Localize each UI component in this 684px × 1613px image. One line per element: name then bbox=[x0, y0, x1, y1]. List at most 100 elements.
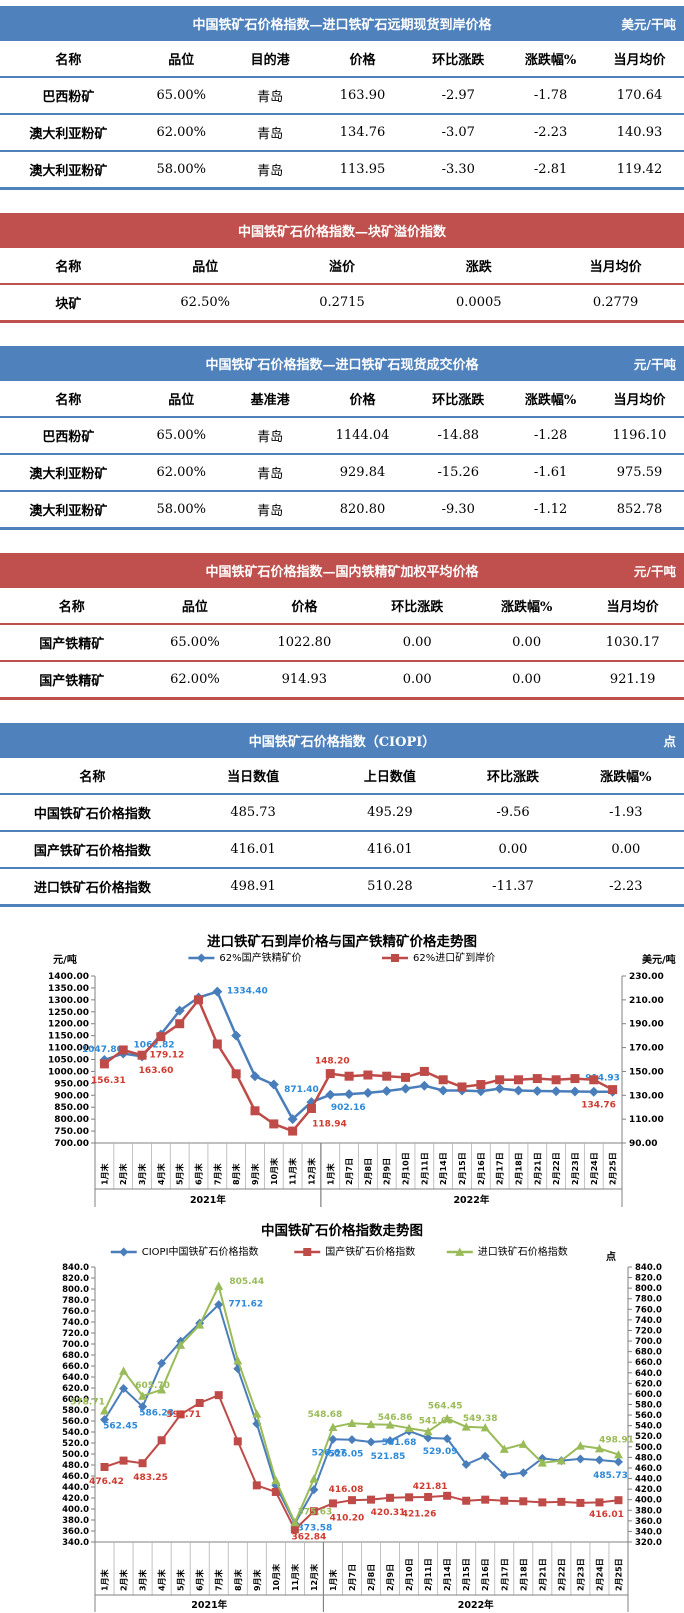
table-title: 中国铁矿石价格指数—进口铁矿石现货成交价格 bbox=[205, 358, 479, 373]
legend-item: CIOPI中国铁矿石价格指数 bbox=[110, 1245, 259, 1258]
data-point bbox=[391, 954, 399, 962]
data-point bbox=[423, 1426, 433, 1436]
data-point bbox=[328, 1434, 338, 1444]
cell-value: 1196.10 bbox=[612, 428, 667, 443]
data-point bbox=[405, 1493, 414, 1502]
y-tick-right: 820.0 bbox=[635, 1274, 662, 1284]
legend-label: 进口铁矿石价格指数 bbox=[478, 1245, 568, 1258]
data-point bbox=[99, 1059, 109, 1069]
column-header: 目的港 bbox=[250, 53, 290, 68]
y-tick-left: 520.0 bbox=[62, 1439, 89, 1449]
y-tick-left: 780.0 bbox=[62, 1296, 89, 1306]
data-label: 546.86 bbox=[378, 1413, 413, 1423]
table-row: 澳大利亚粉矿 58.00% 青岛 820.80 -9.30 -1.12 852.78 bbox=[0, 491, 684, 529]
y-tick-left: 800.0 bbox=[62, 1285, 89, 1295]
cell-value: -3.07 bbox=[441, 125, 475, 140]
x-tick-label: 9月末 bbox=[250, 1163, 260, 1185]
header-row: 名称 品位 价格 环比涨跌 涨跌幅% 当月均价 bbox=[0, 588, 684, 624]
data-point bbox=[100, 1462, 109, 1471]
data-label: 526.05 bbox=[329, 1450, 364, 1460]
y-tick-left: 460.0 bbox=[62, 1472, 89, 1482]
x-tick-label: 2月8日 bbox=[367, 1564, 376, 1591]
x-axis-categories: 1月末 2月末 3月末 4月末 5月末 6月末 7月末 8月末 9月末 10月末 11月末 12月末 1… bbox=[94, 1143, 623, 1207]
cell-value: 0.2779 bbox=[592, 295, 639, 310]
y-tick-right: 520.0 bbox=[635, 1432, 662, 1442]
column-header: 涨跌 bbox=[465, 260, 492, 275]
cell-value: 0.00 bbox=[512, 672, 542, 687]
y-tick-left: 440.0 bbox=[62, 1483, 89, 1493]
cell-value: 820.80 bbox=[339, 502, 386, 517]
column-header: 品位 bbox=[168, 53, 195, 68]
series-line bbox=[103, 998, 614, 1133]
x-tick-label: 2月16日 bbox=[481, 1558, 490, 1591]
y-tick-left: 360.0 bbox=[62, 1527, 89, 1537]
cell-value: -2.23 bbox=[533, 125, 568, 140]
x-tick-label: 2月25日 bbox=[609, 1152, 618, 1185]
cell-value: -14.88 bbox=[437, 428, 480, 443]
data-point bbox=[309, 1474, 319, 1483]
series-markers bbox=[100, 1281, 623, 1527]
column-header: 品位 bbox=[168, 393, 195, 408]
x-tick-label: 3月末 bbox=[137, 1163, 147, 1185]
y-tick-left: 640.0 bbox=[62, 1373, 89, 1383]
table-row: 澳大利亚粉矿 62.00% 青岛 929.84 -15.26 -1.61 975.59 bbox=[0, 454, 684, 491]
data-label: 541.05 bbox=[419, 1416, 454, 1426]
header-row: 名称 品位 目的港 价格 环比涨跌 涨跌幅% 当月均价 bbox=[0, 41, 684, 77]
data-point bbox=[252, 1481, 261, 1490]
data-point bbox=[344, 1071, 354, 1081]
x-tick-label: 2月末 bbox=[119, 1569, 129, 1591]
table-row: 进口铁矿石价格指数 498.91 510.28 -11.37 -2.23 bbox=[0, 868, 684, 906]
data-label: 541.68 bbox=[382, 1438, 417, 1448]
y-tick-right: 190.00 bbox=[629, 1020, 664, 1030]
column-header: 名称 bbox=[55, 260, 82, 275]
data-label: 1062.82 bbox=[134, 1040, 175, 1050]
table-row: 中国铁矿石价格指数 485.73 495.29 -9.56 -1.93 bbox=[0, 794, 684, 831]
y-tick-right: 740.0 bbox=[635, 1316, 662, 1326]
data-point bbox=[214, 1391, 223, 1400]
y-tick-right: 340.0 bbox=[635, 1527, 662, 1537]
data-label: 483.25 bbox=[133, 1473, 168, 1483]
data-point bbox=[214, 1281, 224, 1290]
data-label: 805.44 bbox=[229, 1277, 264, 1287]
data-point bbox=[419, 1066, 429, 1076]
data-point bbox=[461, 1422, 471, 1431]
data-point bbox=[513, 1085, 524, 1096]
row-name: 澳大利亚粉矿 bbox=[29, 467, 108, 482]
cell-value: 921.19 bbox=[609, 672, 656, 687]
data-point bbox=[551, 1075, 561, 1085]
data-point bbox=[303, 1248, 312, 1256]
table-row: 澳大利亚粉矿 58.00% 青岛 113.95 -3.30 -2.81 119.42 bbox=[0, 151, 684, 189]
data-label: 476.42 bbox=[89, 1477, 124, 1487]
data-table: 名称 品位 目的港 价格 环比涨跌 涨跌幅% 当月均价 巴西粉矿 65.00% 青岛 163.90 -… bbox=[0, 41, 684, 190]
x-tick-label: 2月21日 bbox=[538, 1558, 547, 1591]
series-point-labels: 578.71 605.70 805.44 375.63 548.68 546.86 541.… bbox=[70, 1277, 634, 1517]
cell-value: 58.00% bbox=[156, 502, 207, 517]
data-point bbox=[306, 1097, 317, 1108]
table-title: 中国铁矿石价格指数—块矿溢价指数 bbox=[237, 225, 446, 240]
y-tick-left: 760.0 bbox=[62, 1307, 89, 1317]
cell-value: 1022.80 bbox=[277, 635, 332, 650]
x-tick-label: 5月末 bbox=[175, 1163, 185, 1185]
table-unit: 元/干吨 bbox=[633, 564, 676, 579]
chart-title: 进口铁矿石到岸价格与国产铁精矿价格走势图 bbox=[207, 933, 477, 950]
table-row: 巴西粉矿 65.00% 青岛 1144.04 -14.88 -1.28 1196.10 bbox=[0, 417, 684, 454]
column-header: 涨跌幅% bbox=[524, 393, 577, 408]
y-tick-right: 800.0 bbox=[635, 1284, 662, 1294]
data-table: 名称 当日数值 上日数值 环比涨跌 涨跌幅% 中国铁矿石价格指数 485.73 495.29 -… bbox=[0, 758, 684, 907]
data-point bbox=[608, 1085, 618, 1095]
legend-item: 62%国产铁精矿价 bbox=[188, 951, 302, 964]
y-tick-right: 150.00 bbox=[629, 1067, 664, 1077]
header-row: 名称 当日数值 上日数值 环比涨跌 涨跌幅% bbox=[0, 758, 684, 794]
x-tick-label: 2月14日 bbox=[439, 1152, 448, 1185]
cell-value: 65.00% bbox=[156, 88, 207, 103]
data-point bbox=[309, 1507, 318, 1516]
table-row: 澳大利亚粉矿 62.00% 青岛 134.76 -3.07 -2.23 140.93 bbox=[0, 114, 684, 151]
x-tick-label: 2月23日 bbox=[576, 1558, 585, 1591]
row-name: 巴西粉矿 bbox=[42, 430, 95, 445]
data-point bbox=[570, 1074, 580, 1084]
row-name: 中国铁矿石价格指数 bbox=[33, 807, 151, 822]
y-tick-left: 1400.00 bbox=[48, 972, 89, 982]
data-point bbox=[588, 1086, 599, 1097]
y-tick-right: 840.0 bbox=[635, 1263, 662, 1273]
